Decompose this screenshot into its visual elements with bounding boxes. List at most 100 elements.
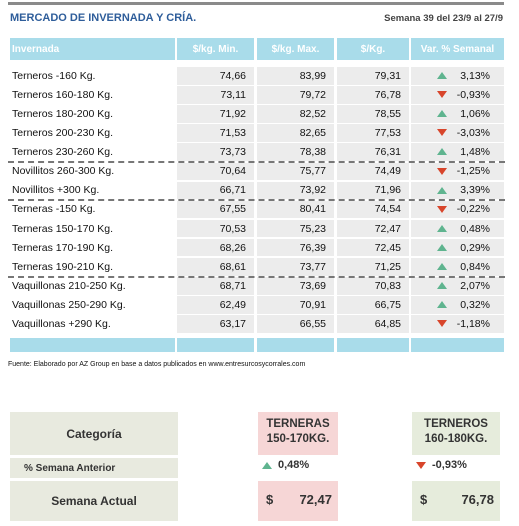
row-label: Vaquillonas 250-290 Kg. [12,298,126,311]
row-label: Terneras -150 Kg. [12,203,96,216]
value-cell: 2,07% [411,277,504,295]
row-label: Vaquillonas 210-250 Kg. [12,279,126,292]
trend-arrow [437,282,447,290]
card-value: 72,47 [299,492,332,507]
trend-arrow [437,320,447,328]
value-cell: 63,17 [177,315,254,333]
footer-band [337,338,409,352]
row-label: Terneros 200-230 Kg. [12,127,113,140]
value-cell: 66,75 [337,296,409,314]
trend-arrow [437,72,447,79]
header-cell: $/kg. Min. [177,38,254,60]
top-rule [8,2,504,5]
card-title-line: 150-170KG. [266,433,330,445]
header-cell: $/kg. Max. [257,38,334,60]
value-cell: 82,52 [257,105,334,123]
group-separator [8,275,505,278]
value-cell: 66,71 [177,181,254,200]
value-cell: -1,25% [411,162,504,181]
trend-arrow [437,186,447,194]
value-cell: 71,92 [177,105,254,123]
header-cell: $/Kg. [337,38,409,60]
value-cell: 77,53 [337,124,409,142]
value-cell: 0,29% [411,238,504,257]
trend-arrow [437,263,447,270]
value-cell: 73,69 [257,277,334,295]
card-value-box [412,481,500,521]
value-cell: 78,38 [257,143,334,161]
value-cell: 70,91 [257,296,334,314]
card-title-line: TERNEROS [424,418,488,430]
trend-arrow [416,462,426,469]
trend-arrow [437,110,447,118]
row-label: Terneros 180-200 Kg. [12,107,113,120]
value-cell: -0,93% [411,86,504,104]
trend-arrow [437,91,447,99]
value-cell: 78,55 [337,105,409,123]
week: Semana 39 del 23/9 al 27/9 [384,13,503,24]
value-cell: 79,31 [337,67,409,85]
trend-arrow [437,148,447,156]
value-cell: 67,55 [177,200,254,219]
value-cell: 73,11 [177,86,254,104]
value-cell: 72,47 [337,219,409,238]
value-cell: 66,55 [257,315,334,333]
trend-arrow [437,129,447,137]
value-cell: -3,03% [411,124,504,142]
value-cell: 1,06% [411,105,504,123]
summary-label: % Semana Anterior [10,458,178,478]
value-cell: 3,13% [411,67,504,85]
card-value: 76,78 [461,492,494,507]
value-cell: 0,32% [411,296,504,314]
value-cell: 83,99 [257,67,334,85]
trend-arrow [437,243,447,251]
header-cell: Invernada [10,38,175,60]
card-currency: $ [420,492,428,507]
footer-band [177,338,254,352]
trend-arrow [437,167,447,175]
value-cell: 82,65 [257,124,334,142]
value-cell: 73,73 [177,143,254,161]
value-cell: 3,39% [411,181,504,200]
value-cell: 74,66 [177,67,254,85]
trend-arrow [437,205,447,213]
value-cell: 72,45 [337,238,409,257]
group-separator [8,161,505,163]
value-cell: 76,31 [337,143,409,161]
row-label: Terneras 190-210 Kg. [12,260,113,273]
value-cell: 73,77 [257,258,334,276]
value-cell: 68,26 [177,238,254,257]
value-cell: 62,49 [177,296,254,314]
value-cell: 70,64 [177,162,254,181]
title: MERCADO DE INVERNADA Y CRÍA. [10,12,197,24]
value-cell: 70,53 [177,219,254,238]
card-change: 0,48% [278,459,310,471]
value-cell: 80,41 [257,200,334,219]
footer-band [411,338,504,352]
row-label: Novillitos 260-300 Kg. [12,165,115,178]
row-label: Vaquillonas +290 Kg. [12,318,111,331]
trend-arrow [262,462,272,469]
value-cell: 1,48% [411,143,504,161]
value-cell: 68,61 [177,258,254,276]
value-cell: 70,83 [337,277,409,295]
value-cell: 74,54 [337,200,409,219]
value-cell: 68,71 [177,277,254,295]
row-label: Terneros -160 Kg. [12,69,96,82]
value-cell: 0,48% [411,219,504,238]
trend-arrow [437,224,447,232]
card-title-line: TERNERAS [266,418,330,430]
header-cell: Var. % Semanal [411,38,504,60]
card-title [412,412,500,455]
card-currency: $ [266,492,274,507]
value-cell: 64,85 [337,315,409,333]
value-cell: 73,92 [257,181,334,200]
summary-label: Semana Actual [10,481,178,521]
trend-arrow [437,301,447,309]
value-cell: -1,18% [411,315,504,333]
value-cell: 75,77 [257,162,334,181]
footnote: Fuente: Elaborado por AZ Group en base a… [8,361,306,368]
row-label: Novillitos +300 Kg. [12,184,100,197]
value-cell: 79,72 [257,86,334,104]
